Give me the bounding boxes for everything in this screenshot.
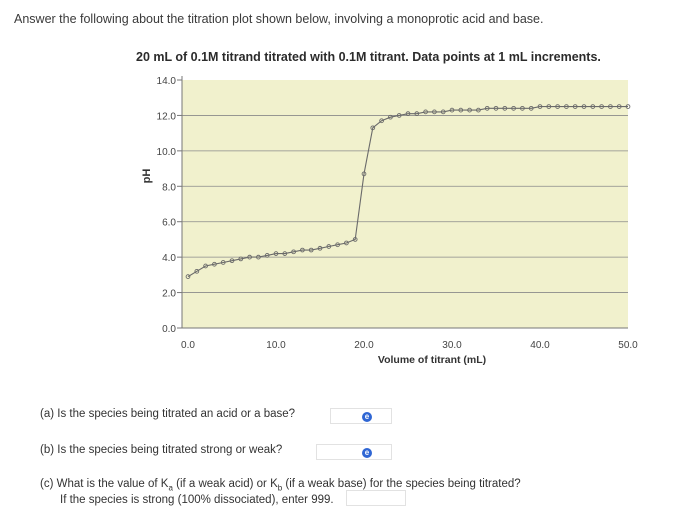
data-point: [229, 258, 235, 264]
data-point: [396, 113, 402, 118]
data-point: [555, 104, 560, 109]
data-point: [502, 105, 508, 111]
data-point: [326, 244, 332, 249]
y-tick-label: 4.0: [162, 253, 176, 264]
data-point: [379, 118, 384, 124]
data-point: [238, 256, 244, 262]
data-point: [458, 107, 464, 113]
y-tick-label: 6.0: [162, 218, 176, 229]
chart-title: 20 mL of 0.1M titrand titrated with 0.1M…: [136, 50, 601, 64]
y-tick-label: 0.0: [162, 324, 176, 335]
data-point: [220, 260, 226, 265]
x-tick-label: 10.0: [266, 340, 286, 351]
part-a-label: (a) Is the species being titrated an aci…: [40, 408, 296, 420]
data-point: [247, 254, 252, 260]
data-point: [590, 104, 596, 109]
data-point: [484, 105, 490, 111]
data-point: [282, 251, 288, 256]
data-point: [581, 104, 587, 109]
part-b-status-icon: e: [362, 448, 372, 458]
y-tick-label: 12.0: [157, 111, 177, 122]
data-point: [432, 109, 437, 115]
part-b-label: (b) Is the species being titrated strong…: [40, 444, 283, 456]
part-c-answer-field[interactable]: [346, 490, 406, 506]
x-axis-label: Volume of titrant (mL): [378, 354, 486, 366]
data-point: [203, 263, 208, 269]
x-tick-label: 40.0: [530, 340, 550, 351]
part-b-answer-field[interactable]: [316, 444, 392, 460]
part-c-label: (c) What is the value of Ka (if a weak a…: [40, 478, 521, 493]
y-tick-label: 14.0: [157, 76, 177, 87]
data-point: [546, 104, 552, 109]
part-a-answer-field[interactable]: [330, 408, 392, 424]
data-point: [344, 240, 349, 246]
data-point: [308, 247, 314, 253]
data-point: [528, 105, 534, 111]
data-point: [212, 261, 217, 267]
data-point: [537, 104, 543, 109]
data-point: [273, 251, 279, 256]
x-tick-label: 0.0: [181, 340, 195, 351]
x-tick-label: 30.0: [442, 340, 462, 351]
data-point: [388, 114, 393, 120]
question-intro: Answer the following about the titration…: [14, 12, 544, 26]
y-tick-label: 10.0: [157, 147, 177, 158]
y-axis-label: pH: [141, 169, 153, 184]
data-points: [185, 104, 631, 279]
data-point: [625, 104, 631, 109]
data-point: [520, 105, 525, 111]
plot-area: [182, 80, 628, 328]
titration-chart: 0.0 2.0 4.0 6.0 8.0 10.0 12.0 14.0 0.0 10.0 20.0 3…: [141, 76, 638, 366]
data-point: [616, 104, 622, 109]
data-point: [608, 104, 613, 109]
x-tick-label: 20.0: [354, 340, 374, 351]
data-point: [493, 105, 499, 111]
data-point: [564, 104, 569, 109]
data-point: [572, 104, 578, 109]
data-point: [361, 171, 367, 177]
data-point: [423, 109, 428, 115]
part-a-status-icon: e: [362, 412, 372, 422]
y-tick-label: 2.0: [162, 289, 176, 300]
x-tick-label: 50.0: [618, 340, 638, 351]
data-point: [414, 111, 420, 117]
data-point: [185, 274, 191, 279]
part-c-note: If the species is strong (100% dissociat…: [60, 494, 334, 506]
x-axis: 0.0 10.0 20.0 30.0 40.0 50.0: [181, 327, 638, 351]
data-point: [335, 242, 340, 248]
data-point: [352, 237, 358, 242]
data-point: [256, 254, 261, 260]
data-point: [317, 245, 323, 251]
data-point: [194, 268, 200, 274]
data-point: [467, 107, 472, 113]
data-point: [599, 104, 604, 109]
y-axis: 0.0 2.0 4.0 6.0 8.0 10.0 12.0 14.0: [157, 76, 183, 335]
data-point: [511, 105, 516, 111]
y-tick-label: 8.0: [162, 182, 176, 193]
titration-curve: [187, 106, 628, 278]
data-point: [476, 107, 481, 113]
data-point: [300, 247, 305, 253]
data-point: [291, 249, 296, 255]
data-point: [370, 125, 376, 131]
data-point: [405, 111, 411, 117]
data-point: [440, 109, 446, 115]
data-point: [449, 107, 455, 113]
data-point: [264, 253, 270, 258]
